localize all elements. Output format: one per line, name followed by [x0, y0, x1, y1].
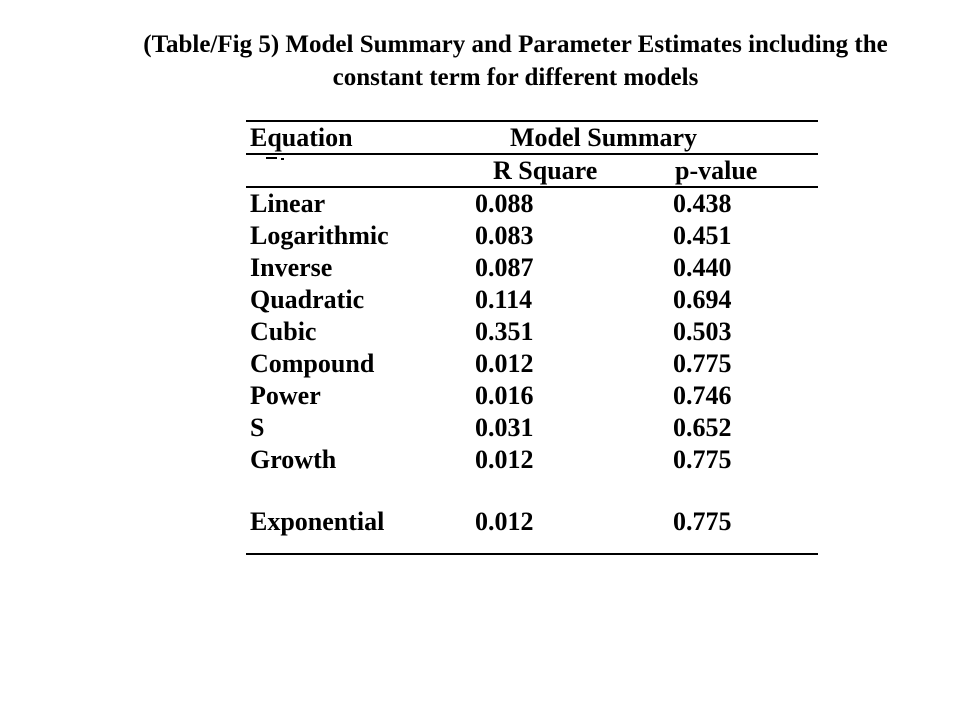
stray-dot-mark [281, 158, 284, 160]
table-row: Linear 0.088 0.438 [246, 188, 818, 220]
table-row: S 0.031 0.652 [246, 412, 818, 444]
table-row: Compound 0.012 0.775 [246, 348, 818, 380]
r-square-cell: 0.351 [475, 317, 534, 346]
table-header-row-1: Equation Model Summary [246, 122, 818, 153]
table-row: Inverse 0.087 0.440 [246, 252, 818, 284]
p-value-cell: 0.503 [673, 317, 732, 346]
r-square-column-header: R Square [493, 156, 598, 185]
equation-cell: Quadratic [250, 285, 365, 314]
equation-cell: Growth [250, 445, 337, 474]
r-square-cell: 0.088 [475, 189, 534, 218]
equation-cell: Inverse [250, 253, 333, 282]
model-summary-group-header: Model Summary [510, 123, 698, 152]
r-square-cell: 0.012 [475, 349, 534, 378]
table-row: Cubic 0.351 0.503 [246, 316, 818, 348]
stray-underline-mark [266, 157, 277, 159]
p-value-cell: 0.694 [673, 285, 732, 314]
r-square-cell: 0.114 [475, 285, 533, 314]
p-value-cell: 0.775 [673, 507, 732, 536]
p-value-cell: 0.746 [673, 381, 732, 410]
equation-cell: Exponential [250, 507, 385, 536]
table-row: Growth 0.012 0.775 [246, 444, 818, 476]
p-value-cell: 0.438 [673, 189, 732, 218]
p-value-cell: 0.775 [673, 349, 732, 378]
blank-row-spacer [246, 476, 818, 506]
r-square-cell: 0.087 [475, 253, 534, 282]
r-square-cell: 0.012 [475, 445, 534, 474]
p-value-cell: 0.451 [673, 221, 732, 250]
table-row: Exponential 0.012 0.775 [246, 506, 818, 538]
caption-line-1: (Table/Fig 5) Model Summary and Paramete… [143, 31, 888, 58]
header-divider-rule [246, 153, 818, 155]
r-square-cell: 0.016 [475, 381, 534, 410]
table-header-row-2: R Square p-value [246, 155, 818, 186]
equation-cell: Compound [250, 349, 375, 378]
model-summary-table: Equation Model Summary R Square p-value … [246, 120, 818, 555]
table-row: Power 0.016 0.746 [246, 380, 818, 412]
p-value-cell: 0.775 [673, 445, 732, 474]
r-square-cell: 0.031 [475, 413, 534, 442]
equation-cell: Logarithmic [250, 221, 389, 250]
p-value-cell: 0.440 [673, 253, 732, 282]
subheader-divider-rule [246, 186, 818, 188]
equation-column-header: Equation [250, 123, 353, 152]
caption-line-2: constant term for different models [332, 64, 699, 91]
table-bottom-rule [246, 553, 818, 555]
equation-cell: Power [250, 381, 321, 410]
equation-cell: Linear [250, 189, 326, 218]
p-value-column-header: p-value [675, 156, 758, 185]
p-value-cell: 0.652 [673, 413, 732, 442]
equation-cell: Cubic [250, 317, 317, 346]
table-row: Logarithmic 0.083 0.451 [246, 220, 818, 252]
table-top-rule [246, 120, 818, 122]
table-row: Quadratic 0.114 0.694 [246, 284, 818, 316]
r-square-cell: 0.083 [475, 221, 534, 250]
figure-caption: (Table/Fig 5) Model Summary and Paramete… [70, 28, 961, 94]
equation-cell: S [250, 413, 265, 442]
r-square-cell: 0.012 [475, 507, 534, 536]
